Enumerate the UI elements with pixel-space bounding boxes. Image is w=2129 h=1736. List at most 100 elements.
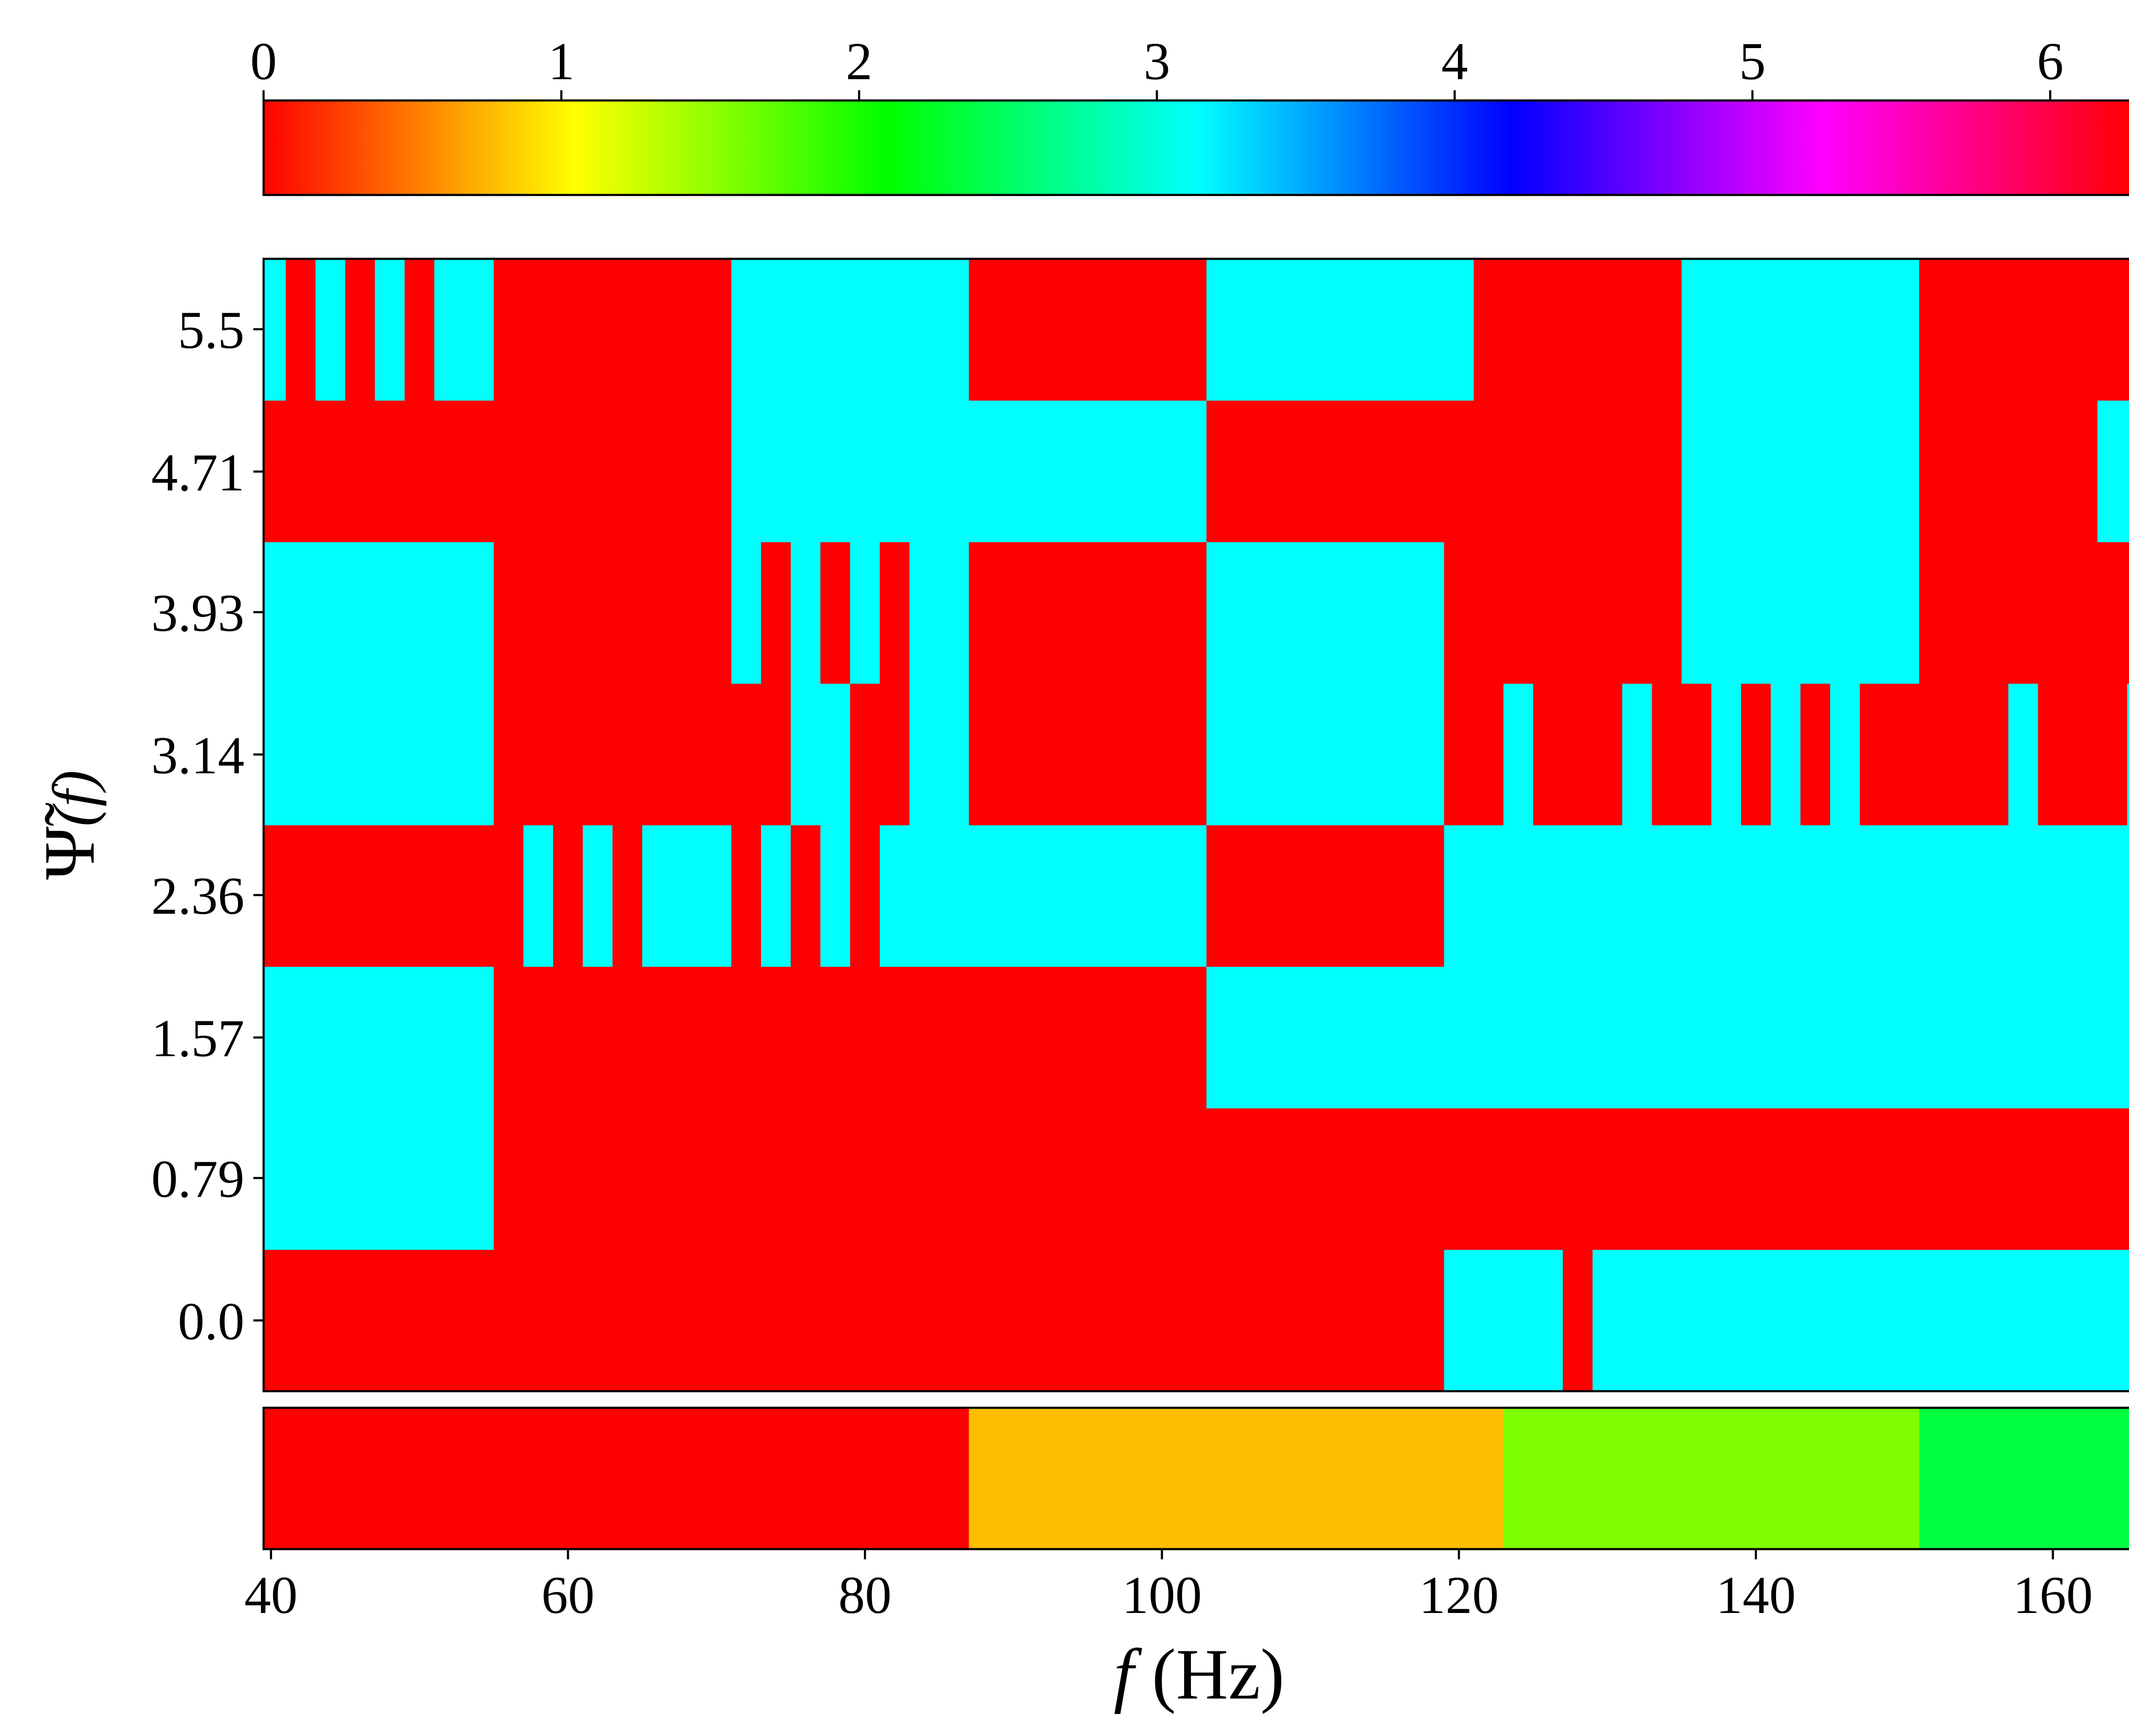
heatmap-cell [1830,683,1860,825]
heatmap-cell [2097,400,2129,542]
heatmap-cell [1800,683,1831,825]
heatmap-cell [1681,259,1920,401]
x-axis-label: f (Hz) [1113,1634,1284,1714]
heatmap-cell [969,542,1207,684]
heatmap-cell [1444,683,1504,825]
y-tick-label: 4.71 [151,444,244,502]
heatmap-cell [1741,683,1771,825]
heatmap-cell [345,259,376,401]
x-tick-label: 60 [541,1566,594,1625]
colorbar-tick-label: 3 [1144,32,1171,91]
heatmap-cell [880,825,1207,967]
heatmap-cell [909,542,970,684]
band-cell [264,1408,970,1549]
heatmap-cell [434,259,494,401]
colorbar-gradient [262,99,2129,196]
heatmap-cell [612,825,643,967]
heatmap-cell [494,966,1207,1109]
heatmap-cell [582,825,613,967]
heatmap-cell [1919,259,2129,401]
band-cell [969,1408,1504,1549]
y-tick-label: 0.79 [151,1150,244,1209]
heatmap-cell [1474,259,1682,401]
heatmap-cell [1206,400,1682,542]
heatmap-cell [1206,825,1445,967]
heatmap-cell [850,825,880,967]
heatmap-cell [1859,683,2009,825]
heatmap-cell [1770,683,1801,825]
heatmap-cell [1503,683,1534,825]
colorbar-ticks: 0 1 2 3 4 5 6 [250,32,2063,100]
heatmap-cell [264,542,494,684]
heatmap-cell [1681,400,1920,542]
colorbar-tick-label: 5 [1739,32,1766,91]
heatmap-cell [264,259,286,401]
heatmap-cell [1652,683,1712,825]
y-tick-label: 0.0 [178,1292,244,1351]
heatmap-cell [316,259,346,401]
heatmap-cell [1711,683,1742,825]
heatmap-cell [850,683,910,825]
heatmap-cell [790,683,851,825]
heatmap-cell [1563,1249,1593,1392]
heatmap-cell [494,1108,2129,1250]
colorbar-tick-label: 1 [548,32,575,91]
heatmap-cell [264,825,524,967]
x-tick-label: 80 [838,1566,892,1625]
heatmap-cell [761,825,791,967]
heatmap-cell [731,542,761,684]
y-tick-label: 2.36 [151,867,244,926]
y-tick-label: 3.93 [151,584,244,643]
heatmap-cell [1919,542,2129,684]
heatmap-cell [1206,542,1445,684]
colorbar-tick-label: 6 [2037,32,2064,91]
heatmap-cell [820,542,851,684]
heatmap-cell [731,400,1207,542]
heatmap-cell [1444,542,1682,684]
heatmap-cell [1206,259,1474,401]
heatmap-cell [1919,400,2098,542]
heatmap-cell [494,542,732,684]
band-strip: 40 60 80 100 120 140 160 f (Hz) [244,1407,2129,1714]
heatmap-cell [2127,683,2129,825]
y-tick-label: 5.5 [178,301,244,360]
colorbar-tick-label: 0 [250,32,277,91]
heatmap-cell [375,259,405,401]
band-cell [1919,1408,2129,1549]
heatmap-cell [286,259,316,401]
heatmap-cell [1444,1249,1563,1392]
heatmap-cell [1622,683,1653,825]
heatmap-cell [969,259,1207,401]
colorbar-tick-label: 2 [846,32,872,91]
heatmap-cell [264,683,494,825]
heatmap-frame [262,258,2129,1392]
y-axis-label: Ψ̃(f) [29,770,109,880]
heatmap-cell [1444,825,2129,967]
y-tick-label: 1.57 [151,1009,244,1068]
heatmap-cell [850,542,880,684]
heatmap-cell [1206,966,2129,1109]
x-tick-label: 120 [1419,1566,1499,1625]
heatmap-cell [405,259,435,401]
heatmap-cell [969,683,1207,825]
heatmap-cell [264,400,732,542]
x-tick-label: 160 [2013,1566,2093,1625]
heatmap-cell [790,825,821,967]
heatmap-plot: 0.0 0.79 1.57 2.36 3.14 3.93 4.71 5.5 Ψ̃(f) [29,258,2129,1392]
heatmap-cell [820,825,851,967]
band-cells [264,1408,2129,1549]
heatmap-cell [553,825,583,967]
heatmap-cell [642,825,732,967]
heatmap-cell [264,1249,1445,1392]
band-cell [1503,1408,1920,1549]
heatmap-cell [1533,683,1623,825]
x-tick-label: 140 [1716,1566,1796,1625]
colorbar: 0 1 2 3 4 5 6 [250,32,2129,196]
heatmap-cell [1206,683,1445,825]
x-tick-label: 40 [244,1566,298,1625]
heatmap-cell [494,259,732,401]
heatmap-cell [731,825,761,967]
y-axis-ticks: 0.0 0.79 1.57 2.36 3.14 3.93 4.71 5.5 [151,301,264,1351]
heatmap-cell [731,259,970,401]
